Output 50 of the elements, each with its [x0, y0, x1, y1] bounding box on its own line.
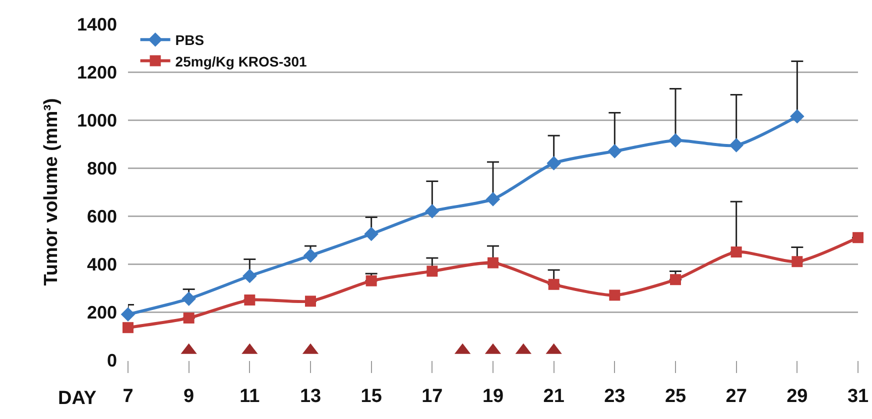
- point: [366, 275, 377, 286]
- point: [730, 246, 742, 258]
- point: [790, 109, 804, 124]
- x-tick-label: 15: [360, 386, 382, 407]
- x-tick-label: 31: [847, 386, 869, 407]
- y-tick-label: 400: [86, 254, 117, 274]
- x-tick-label: 9: [184, 386, 194, 407]
- point: [303, 248, 318, 263]
- point: [729, 138, 744, 152]
- point: [425, 204, 440, 218]
- y-tick-label: 1200: [76, 62, 117, 82]
- y-axis-title: Tumor volume (mm³): [40, 98, 62, 286]
- y-tick-label: 800: [86, 158, 117, 178]
- point: [244, 294, 256, 306]
- x-tick-label: 23: [604, 386, 626, 407]
- x-tick-label: 7: [122, 386, 134, 407]
- point: [242, 268, 257, 284]
- x-tick-label: 29: [786, 386, 808, 407]
- point: [609, 290, 620, 301]
- x-axis-title: DAY: [58, 388, 97, 409]
- y-tick-label: 200: [86, 302, 117, 322]
- point: [546, 156, 561, 170]
- y-tick-label: 1400: [76, 14, 117, 34]
- legend-label: PBS: [175, 32, 204, 48]
- point: [183, 312, 194, 324]
- point: [182, 292, 196, 306]
- point: [852, 232, 864, 244]
- point: [670, 274, 681, 286]
- point: [488, 257, 498, 268]
- point: [486, 192, 500, 206]
- point: [364, 226, 378, 242]
- x-tick-label: 19: [482, 386, 504, 407]
- legend-label: 25mg/Kg KROS-301: [175, 53, 307, 70]
- x-tick-label: 27: [726, 386, 747, 407]
- point: [668, 133, 683, 148]
- x-tick-label: 11: [240, 386, 260, 407]
- point: [120, 307, 136, 322]
- point: [426, 266, 438, 277]
- point: [305, 296, 316, 307]
- point: [792, 256, 803, 268]
- point: [122, 322, 134, 334]
- y-tick-label: 0: [106, 350, 117, 370]
- y-tick-label: 1000: [76, 110, 117, 130]
- point: [608, 144, 622, 158]
- x-tick-label: 21: [543, 386, 565, 407]
- x-tick-label: 13: [300, 386, 322, 407]
- point: [548, 278, 560, 290]
- x-tick-label: 25: [664, 386, 686, 407]
- x-tick-label: 17: [422, 386, 443, 407]
- y-tick-label: 600: [86, 206, 117, 226]
